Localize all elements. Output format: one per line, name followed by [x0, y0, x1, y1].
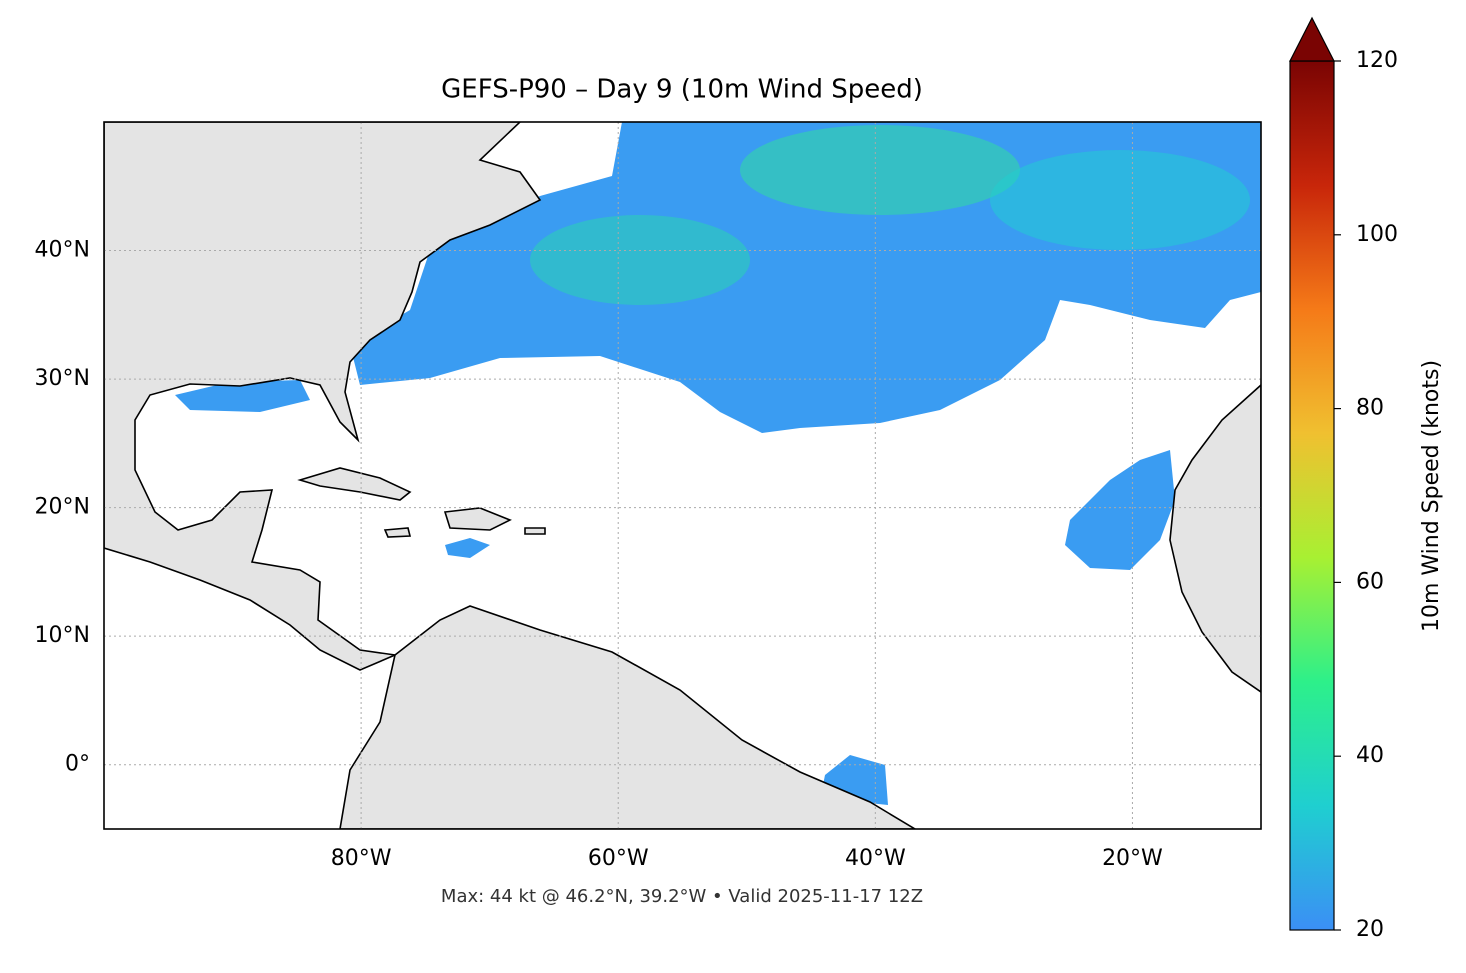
x-tick-label: 20°W	[1102, 846, 1163, 871]
map-area	[104, 122, 1261, 829]
wind-band	[740, 125, 1020, 215]
footnote: Max: 44 kt @ 46.2°N, 39.2°W • Valid 2025…	[441, 886, 923, 907]
y-tick-label: 10°N	[35, 623, 90, 648]
wind-region	[445, 538, 490, 558]
y-tick-label: 0°	[65, 752, 90, 777]
south-america	[339, 605, 917, 829]
map-title: GEFS-P90 – Day 9 (10m Wind Speed)	[441, 75, 923, 105]
wind-region	[1065, 450, 1175, 570]
colorbar-tick-label: 60	[1356, 569, 1384, 594]
colorbar-tick-label: 120	[1356, 48, 1398, 73]
hispaniola	[443, 507, 512, 531]
colorbar-label: 10m Wind Speed (knots)	[1419, 360, 1444, 632]
colorbar-extend	[1289, 16, 1335, 62]
map-frame	[103, 121, 1262, 830]
wind-band	[530, 215, 750, 305]
colorbar-tick-label: 100	[1356, 222, 1398, 247]
north-america	[104, 122, 542, 671]
africa	[1169, 383, 1261, 693]
y-tick-label: 30°N	[35, 366, 90, 391]
cuba	[297, 467, 412, 501]
colorbar	[1289, 60, 1335, 931]
colorbar-tick-label: 40	[1356, 743, 1384, 768]
x-tick-label: 60°W	[588, 846, 649, 871]
y-tick-label: 20°N	[35, 495, 90, 520]
x-tick-label: 40°W	[845, 846, 906, 871]
puerto-rico	[524, 527, 546, 535]
colorbar-tick-label: 80	[1356, 396, 1384, 421]
y-tick-label: 40°N	[35, 238, 90, 263]
x-tick-label: 80°W	[331, 846, 392, 871]
wind-region	[175, 380, 310, 412]
wind-band	[990, 150, 1250, 250]
colorbar-tick-label: 20	[1356, 917, 1384, 942]
jamaica	[383, 527, 412, 538]
